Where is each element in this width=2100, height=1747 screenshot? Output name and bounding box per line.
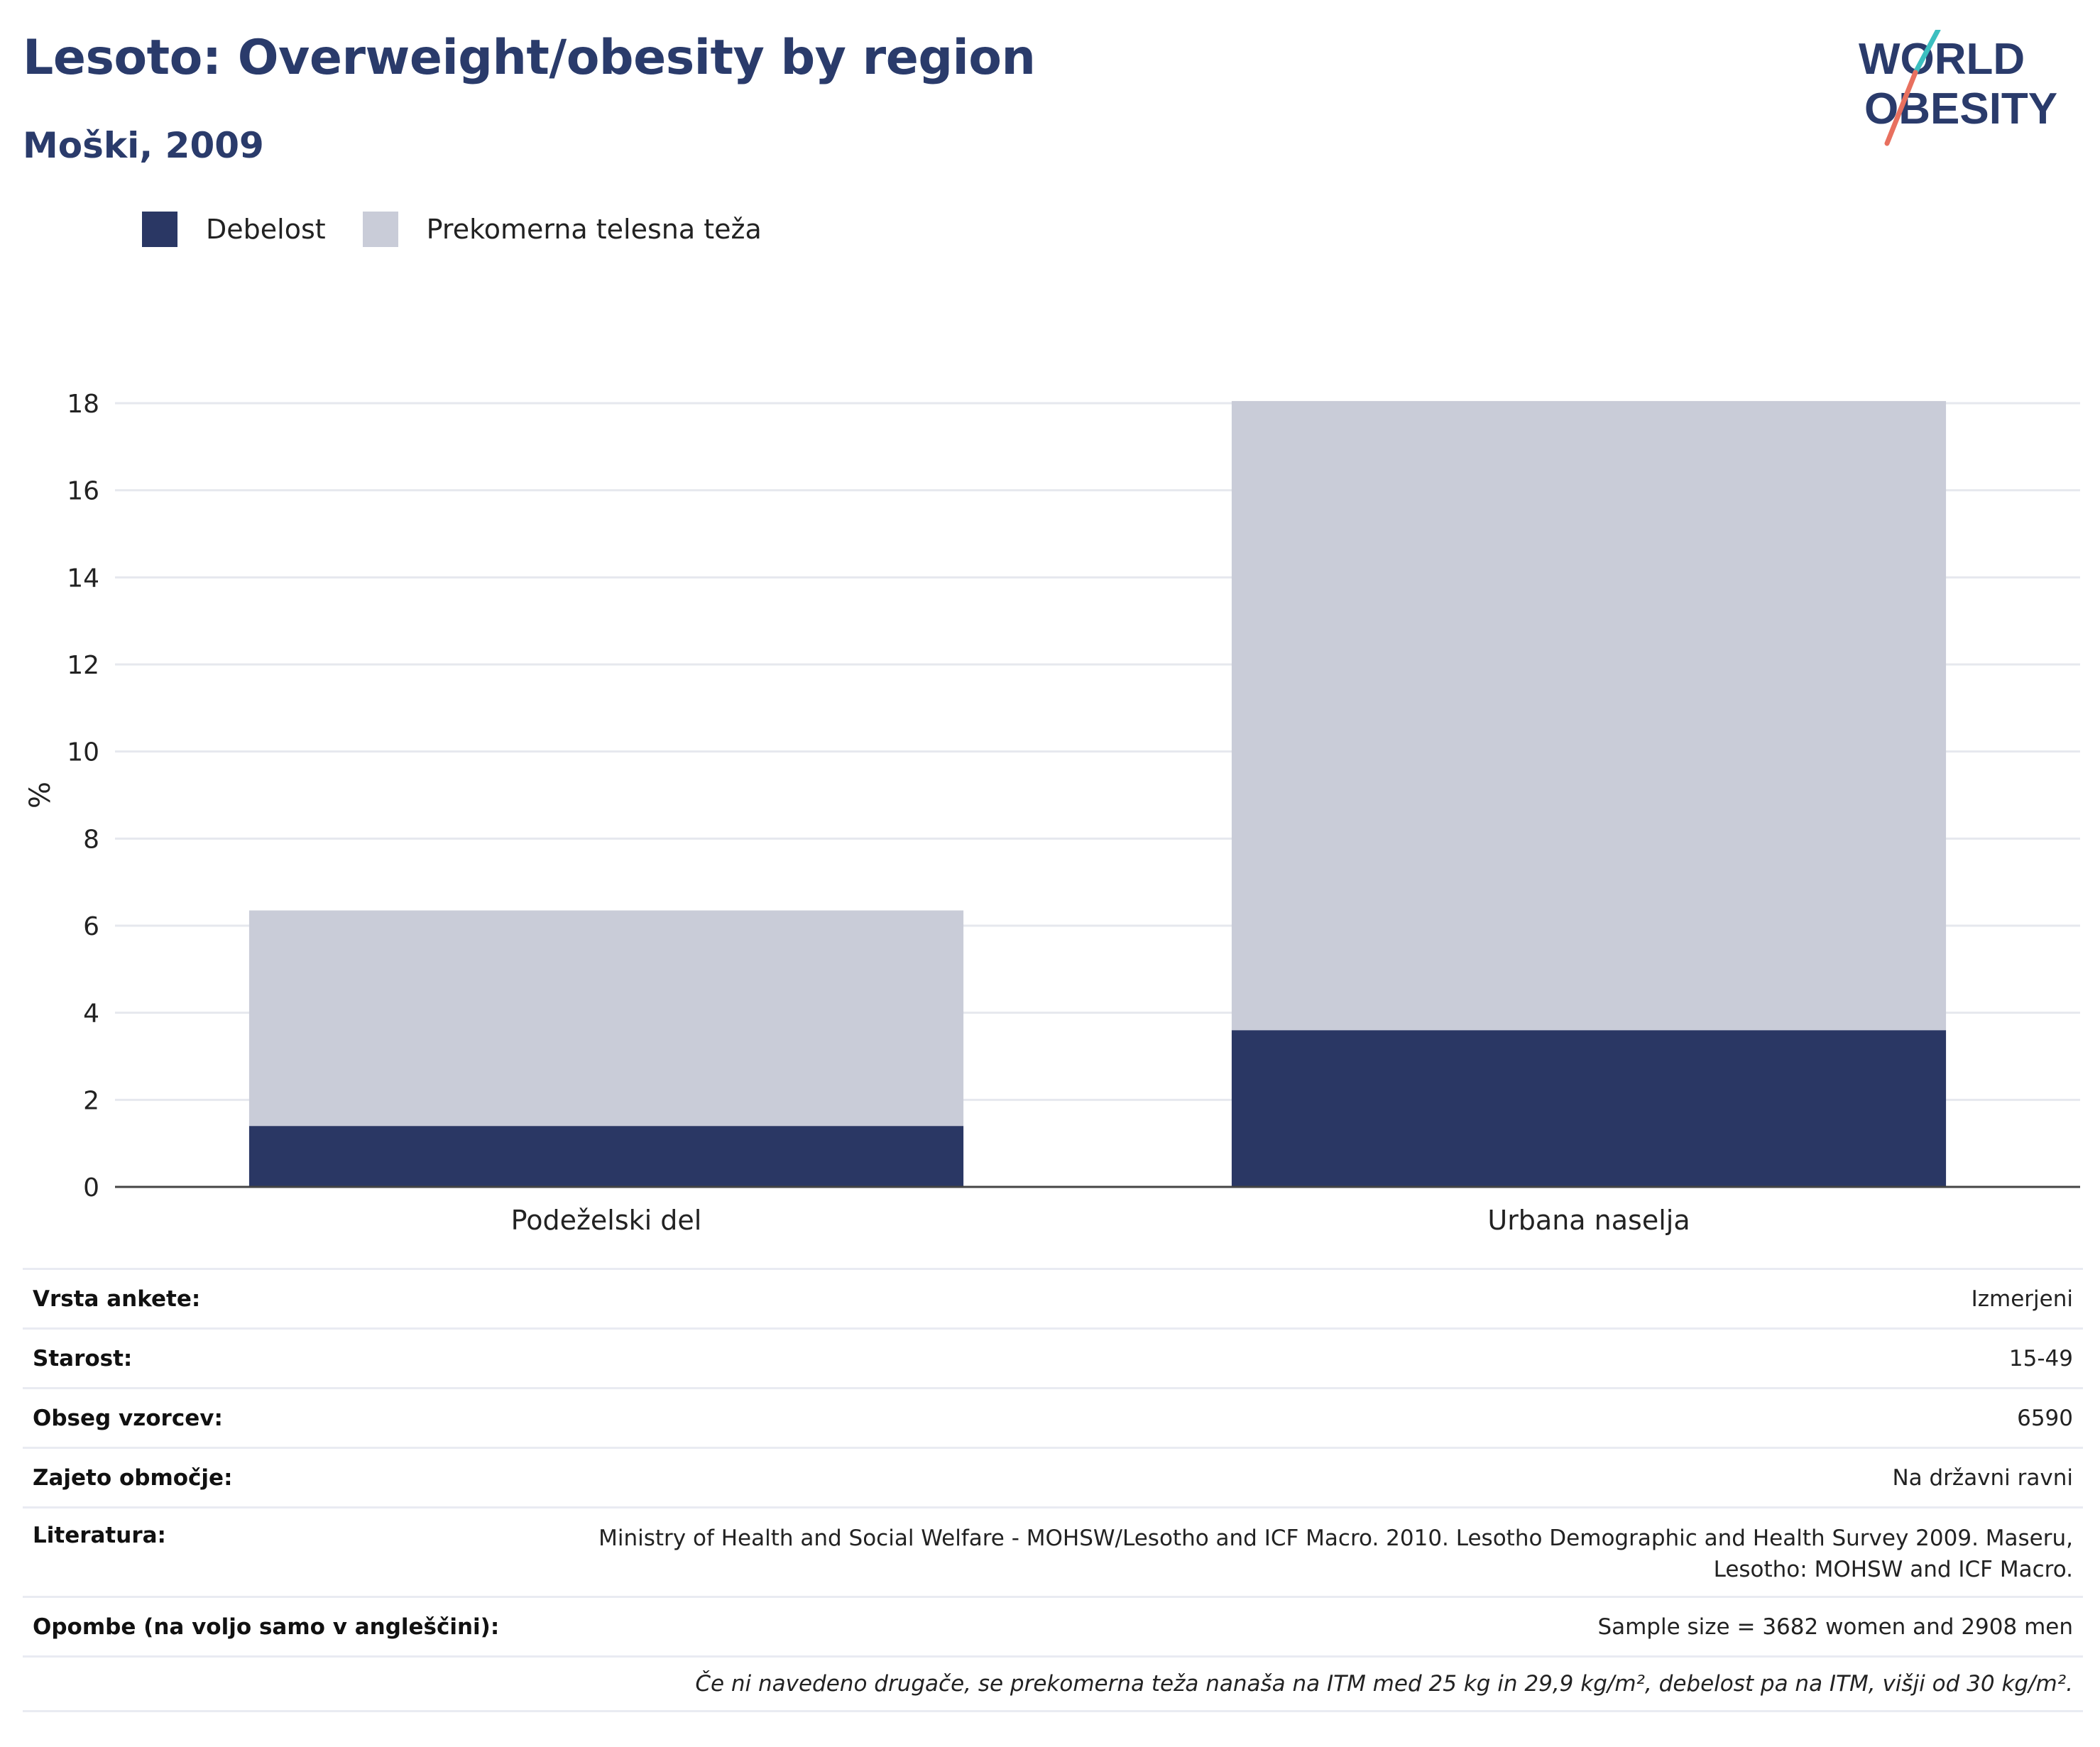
stacked-bar-chart: 0 2 4 6 8 10 12 14 16 18 Podeželski del Urbana nase… (24, 390, 2080, 1236)
info-row-sample-size: Obseg vzorcev: 6590 (23, 1387, 2083, 1447)
info-row-definition-note: Če ni navedeno drugače, se prekomerna te… (23, 1655, 2083, 1712)
info-key: Opombe (na voljo samo v angleščini): (33, 1614, 500, 1640)
info-value: 6590 (2017, 1405, 2073, 1431)
info-key: Starost: (33, 1345, 133, 1371)
chart-legend: Debelost Prekomerna telesna teža (142, 212, 799, 247)
bar-segment-debelost (1231, 1030, 1947, 1187)
info-row-notes: Opombe (na voljo samo v angleščini): Sam… (23, 1596, 2083, 1655)
info-value: Sample size = 3682 women and 2908 men (1597, 1614, 2073, 1640)
info-value: Ministry of Health and Social Welfare - … (598, 1526, 2073, 1582)
y-axis-label: % (24, 782, 57, 809)
legend-label-prekomerna: Prekomerna telesna teža (426, 214, 762, 245)
info-key: Obseg vzorcev: (33, 1405, 223, 1431)
y-tick-label: 8 (83, 825, 99, 854)
y-tick-label: 0 (83, 1173, 99, 1203)
info-value: Izmerjeni (1971, 1286, 2073, 1312)
info-row-age: Starost: 15-49 (23, 1327, 2083, 1387)
y-tick-label: 4 (83, 1000, 99, 1029)
info-key: Zajeto območje: (33, 1464, 233, 1491)
bar-segment-prekomerna (1231, 400, 1947, 1031)
logo-line-1: WORLD (1859, 35, 2025, 84)
y-tick-label: 12 (67, 651, 99, 680)
legend-swatch-prekomerna (362, 212, 398, 247)
info-key: Vrsta ankete: (33, 1286, 201, 1312)
legend-item-debelost[interactable]: Debelost (142, 212, 326, 247)
world-obesity-logo: WORLD OBESITY (1859, 30, 2057, 146)
info-row-survey-type: Vrsta ankete: Izmerjeni (23, 1268, 2083, 1327)
chart-subtitle: Moški, 2009 (23, 125, 264, 166)
survey-info-table: Vrsta ankete: Izmerjeni Starost: 15-49 O… (23, 1268, 2083, 1712)
logo-slash-top (1913, 30, 1941, 75)
info-value: 15-49 (2008, 1345, 2073, 1371)
y-tick-label: 10 (67, 738, 99, 767)
y-tick-label: 2 (83, 1086, 99, 1115)
chart-title: Lesoto: Overweight/obesity by region (23, 30, 1036, 86)
info-value: Na državni ravni (1892, 1464, 2073, 1491)
legend-item-prekomerna[interactable]: Prekomerna telesna teža (362, 212, 762, 247)
x-tick-label: Podeželski del (511, 1205, 702, 1236)
bar-segment-prekomerna (248, 910, 964, 1127)
info-row-references: Literatura: Ministry of Health and Socia… (23, 1506, 2083, 1596)
bar-segment-debelost (248, 1126, 964, 1187)
y-tick-label: 18 (67, 390, 99, 419)
logo-slash-bottom (1884, 70, 1918, 146)
y-tick-label: 6 (83, 912, 99, 941)
legend-label-debelost: Debelost (206, 214, 326, 245)
y-tick-label: 14 (67, 564, 99, 593)
info-row-coverage: Zajeto območje: Na državni ravni (23, 1447, 2083, 1506)
definition-note: Če ni navedeno drugače, se prekomerna te… (695, 1671, 2073, 1697)
y-tick-label: 16 (67, 477, 99, 506)
info-key: Literatura: (33, 1523, 166, 1548)
x-tick-label: Urbana naselja (1487, 1205, 1690, 1236)
legend-swatch-debelost (142, 212, 177, 247)
